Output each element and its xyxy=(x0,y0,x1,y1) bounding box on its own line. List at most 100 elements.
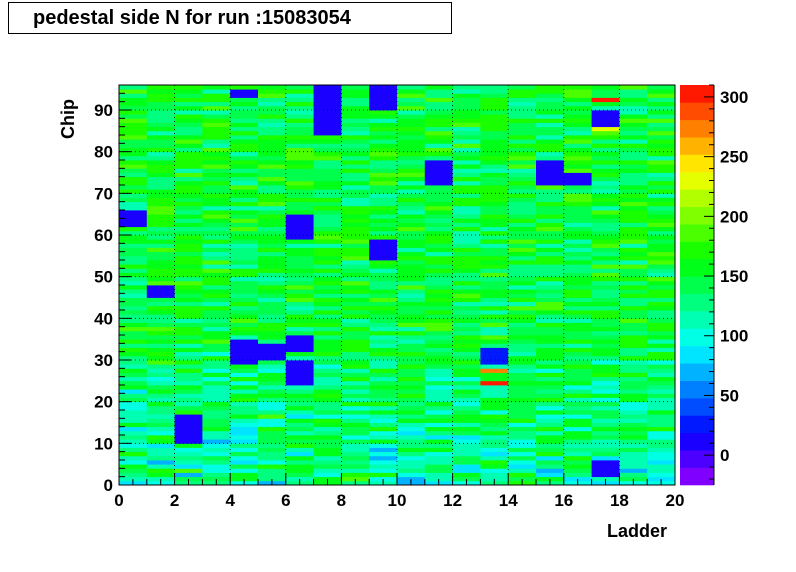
heatmap-cell xyxy=(230,326,259,332)
heatmap-cell xyxy=(397,351,426,357)
heatmap-cell xyxy=(174,172,203,178)
heatmap-cell xyxy=(341,218,370,223)
heatmap-cell xyxy=(285,360,314,365)
heatmap-cell xyxy=(508,226,537,232)
heatmap-cell xyxy=(119,197,148,203)
heatmap-cell xyxy=(146,401,175,407)
heatmap-cell xyxy=(397,172,426,178)
heatmap-cell xyxy=(202,110,231,115)
heatmap-cell xyxy=(119,85,148,90)
heatmap-cell xyxy=(591,447,620,453)
heatmap-cell xyxy=(202,380,231,386)
heatmap-cell xyxy=(591,460,620,465)
heatmap-cell xyxy=(146,393,175,398)
heatmap-cell xyxy=(341,289,370,294)
heatmap-cell xyxy=(536,180,565,186)
heatmap-cell xyxy=(174,272,203,278)
heatmap-cell xyxy=(508,255,537,261)
heatmap-cell xyxy=(258,110,287,115)
heatmap-cell xyxy=(119,422,148,428)
heatmap-cell xyxy=(146,293,175,298)
heatmap-cell xyxy=(341,105,370,111)
heatmap-cell xyxy=(285,464,314,469)
palette-swatch xyxy=(680,224,714,242)
heatmap-cell xyxy=(230,418,259,423)
heatmap-cell xyxy=(480,343,509,348)
heatmap-cell xyxy=(480,447,509,453)
heatmap-cell xyxy=(452,268,481,273)
heatmap-cell xyxy=(647,410,676,415)
heatmap-cell xyxy=(285,151,314,157)
heatmap-cell xyxy=(174,155,203,161)
heatmap-cell xyxy=(369,201,398,207)
heatmap-cell xyxy=(313,139,342,144)
heatmap-cell xyxy=(563,155,592,161)
x-tick-label: 16 xyxy=(554,491,573,510)
heatmap-cell xyxy=(313,135,342,140)
heatmap-cell xyxy=(230,197,259,203)
heatmap-cell xyxy=(424,251,453,257)
heatmap-cell xyxy=(146,230,175,236)
heatmap-cell xyxy=(313,193,342,198)
heatmap-cell xyxy=(591,139,620,144)
heatmap-cell xyxy=(202,222,231,228)
heatmap-cell xyxy=(452,310,481,315)
heatmap-cell xyxy=(508,455,537,461)
heatmap-cell xyxy=(146,268,175,273)
heatmap-cell xyxy=(285,372,314,378)
heatmap-cell xyxy=(452,126,481,132)
heatmap-cell xyxy=(258,301,287,307)
heatmap-cell xyxy=(424,260,453,265)
heatmap-cell xyxy=(619,101,648,107)
heatmap-cell xyxy=(619,426,648,432)
heatmap-cell xyxy=(480,93,509,98)
heatmap-cell xyxy=(452,405,481,411)
heatmap-cell xyxy=(508,389,537,394)
heatmap-cell xyxy=(397,176,426,182)
heatmap-cell xyxy=(285,451,314,457)
heatmap-cell xyxy=(452,235,481,240)
heatmap-cell xyxy=(563,210,592,215)
heatmap-cell xyxy=(285,297,314,303)
heatmap-cell xyxy=(202,205,231,211)
heatmap-cell xyxy=(536,401,565,407)
heatmap-cell xyxy=(174,472,203,478)
heatmap-cell xyxy=(313,301,342,307)
heatmap-cell xyxy=(480,218,509,223)
heatmap-cell xyxy=(424,455,453,461)
heatmap-cell xyxy=(536,330,565,336)
heatmap-cell xyxy=(313,418,342,423)
heatmap-cell xyxy=(146,101,175,107)
heatmap-cell xyxy=(619,435,648,440)
heatmap-cell xyxy=(397,314,426,319)
heatmap-cell xyxy=(202,172,231,178)
heatmap-cell xyxy=(647,260,676,265)
heatmap-cell xyxy=(341,139,370,144)
heatmap-cell xyxy=(647,93,676,98)
heatmap-cell xyxy=(397,476,426,482)
heatmap-cell xyxy=(258,118,287,123)
heatmap-cell xyxy=(202,243,231,248)
heatmap-cell xyxy=(285,268,314,273)
heatmap-cell xyxy=(119,314,148,319)
heatmap-cell xyxy=(230,126,259,132)
heatmap-cell xyxy=(647,426,676,432)
heatmap-cell xyxy=(619,443,648,448)
heatmap-cell xyxy=(258,451,287,457)
heatmap-cell xyxy=(480,147,509,153)
heatmap-cell xyxy=(508,105,537,111)
heatmap-cell xyxy=(341,143,370,148)
heatmap-cell xyxy=(563,89,592,94)
heatmap-cell xyxy=(563,101,592,107)
heatmap-cell xyxy=(480,335,509,340)
heatmap-cell xyxy=(536,264,565,269)
heatmap-cell xyxy=(536,372,565,378)
heatmap-cell xyxy=(563,380,592,386)
heatmap-cell xyxy=(424,422,453,428)
heatmap-cell xyxy=(313,105,342,111)
heatmap-cell xyxy=(536,368,565,373)
heatmap-cell xyxy=(397,110,426,115)
heatmap-cell xyxy=(452,360,481,365)
heatmap-cell xyxy=(452,168,481,173)
heatmap-cell xyxy=(119,451,148,457)
